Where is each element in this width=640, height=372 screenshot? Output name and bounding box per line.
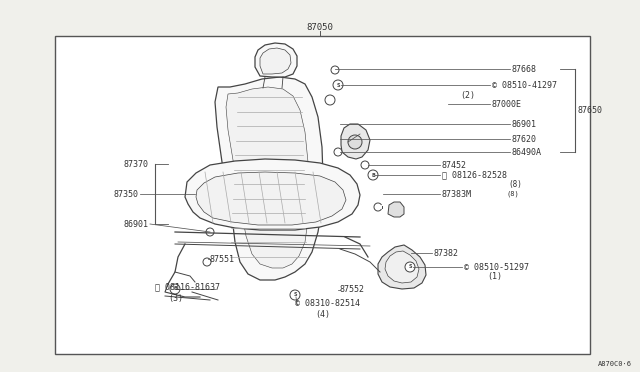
Circle shape	[348, 135, 362, 149]
Text: 86901: 86901	[512, 119, 537, 128]
Circle shape	[170, 284, 180, 294]
Text: S: S	[293, 292, 297, 298]
Polygon shape	[385, 251, 419, 283]
Polygon shape	[378, 245, 426, 289]
Text: B: B	[173, 286, 177, 292]
Text: 87350: 87350	[113, 189, 138, 199]
Text: 87650: 87650	[578, 106, 603, 115]
Bar	[55, 36, 590, 354]
Text: 87620: 87620	[512, 135, 537, 144]
Text: 87370: 87370	[123, 160, 148, 169]
Text: S: S	[336, 83, 340, 87]
Text: (8): (8)	[508, 180, 522, 189]
Circle shape	[361, 161, 369, 169]
Text: (8): (8)	[507, 191, 520, 197]
Circle shape	[368, 170, 378, 180]
Polygon shape	[388, 202, 404, 217]
Circle shape	[325, 95, 335, 105]
Text: S: S	[408, 264, 412, 269]
Text: Ⓑ 08126-82528: Ⓑ 08126-82528	[442, 170, 507, 180]
Text: 87452: 87452	[442, 160, 467, 170]
Text: A870C0·6: A870C0·6	[598, 361, 632, 367]
Text: 87382: 87382	[434, 248, 459, 257]
Circle shape	[206, 228, 214, 236]
Circle shape	[331, 66, 339, 74]
Polygon shape	[341, 124, 370, 159]
Polygon shape	[260, 48, 291, 74]
Text: 87668: 87668	[512, 64, 537, 74]
Circle shape	[203, 258, 211, 266]
Polygon shape	[226, 87, 309, 268]
Text: 86901: 86901	[123, 219, 148, 228]
Text: Ⓑ 08116-81637: Ⓑ 08116-81637	[155, 282, 220, 292]
Text: (2): (2)	[460, 90, 475, 99]
Text: B: B	[371, 173, 375, 177]
Text: 86490A: 86490A	[512, 148, 542, 157]
Text: (1): (1)	[487, 273, 502, 282]
Text: (4): (4)	[315, 311, 330, 320]
Polygon shape	[215, 77, 323, 280]
Polygon shape	[196, 172, 346, 225]
Circle shape	[290, 290, 300, 300]
Circle shape	[334, 148, 342, 156]
Text: © 08310-82514: © 08310-82514	[295, 299, 360, 308]
Polygon shape	[255, 43, 297, 77]
Circle shape	[333, 80, 343, 90]
Text: © 08510-41297: © 08510-41297	[492, 80, 557, 90]
Circle shape	[405, 262, 415, 272]
Text: 87552: 87552	[340, 285, 365, 295]
Text: 87000E: 87000E	[492, 99, 522, 109]
Text: 87551: 87551	[210, 254, 235, 263]
Polygon shape	[185, 159, 360, 230]
Text: 87383M: 87383M	[442, 189, 472, 199]
Text: 87050: 87050	[307, 22, 333, 32]
Text: © 08510-51297: © 08510-51297	[464, 263, 529, 272]
Text: (3): (3)	[168, 294, 183, 302]
